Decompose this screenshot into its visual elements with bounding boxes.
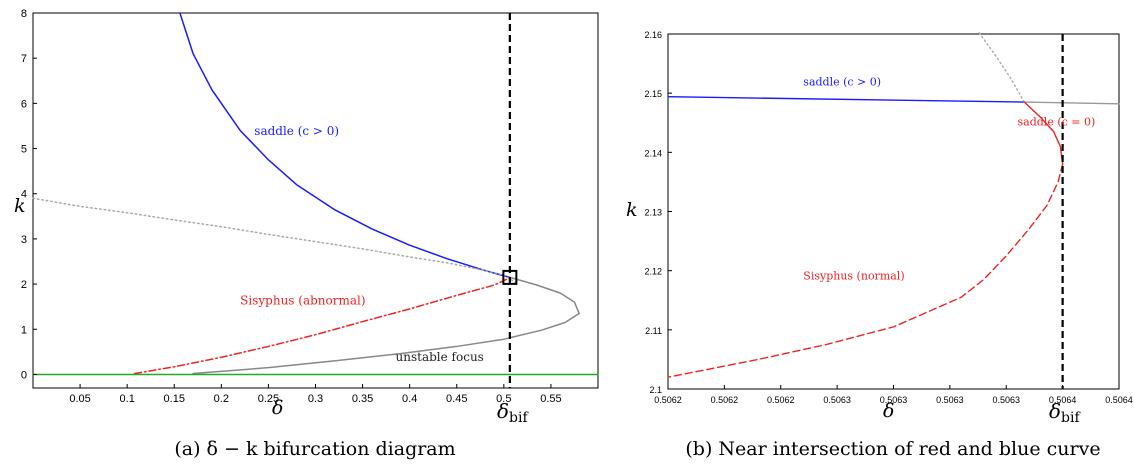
panel-a-ylabel: k — [14, 195, 26, 217]
x-tick-label: 0.5062 — [767, 395, 795, 405]
panel-b-plot-frame — [667, 33, 1120, 390]
panel-b-xlabel: δ — [883, 400, 894, 422]
panel-a-plot-frame — [32, 12, 599, 389]
panel-b-plot-area: saddle (c > 0) saddle (c = 0) Sisyphus (no… — [667, 32, 1120, 389]
y-tick-label: 4 — [21, 189, 27, 201]
panel-a-caption: (a) δ − k bifurcation diagram — [174, 438, 455, 460]
x-tick-label: 0.5062 — [711, 395, 739, 405]
y-tick-label: 2.12 — [644, 267, 662, 277]
y-tick-label: 0 — [21, 369, 27, 381]
y-tick-label: 2.1 — [649, 385, 662, 395]
y-tick-label: 2.14 — [644, 148, 662, 158]
panel-b-chart: saddle (c > 0) saddle (c = 0) Sisyphus (no… — [626, 30, 1133, 460]
x-tick-label: 0.45 — [446, 393, 467, 405]
y-tick-label: 1 — [21, 324, 27, 336]
y-tick-label: 2 — [21, 279, 27, 291]
series-focus-line — [192, 276, 580, 375]
x-tick-label: 0.5063 — [880, 395, 908, 405]
y-tick-label: 2.15 — [644, 89, 662, 99]
series-saddle-line — [179, 12, 511, 279]
x-tick-label: 0.5063 — [992, 395, 1020, 405]
x-tick-label: 0.5 — [496, 393, 511, 405]
panel-b-y-ticks: 2.1 2.11 2.12 2.13 2.14 2.15 2.16 — [644, 30, 672, 395]
panel-a-delta-bif-label: δbif — [497, 399, 529, 426]
panel-a-xlabel: δ — [272, 397, 283, 419]
series-dotted-line — [978, 32, 1025, 103]
panel-a-delta-bif-main: δ — [497, 399, 509, 423]
annotation-saddle0: saddle (c = 0) — [1018, 116, 1096, 129]
x-tick-label: 0.35 — [352, 393, 373, 405]
x-tick-label: 0.4 — [402, 393, 417, 405]
y-tick-label: 7 — [21, 53, 27, 65]
y-tick-label: 8 — [21, 8, 27, 20]
panel-b-delta-bif-sub: bif — [1061, 410, 1081, 426]
annotation-saddle: saddle (c > 0) — [254, 124, 339, 138]
series-sisyphus-line — [133, 277, 511, 375]
x-tick-label: 0.15 — [164, 393, 185, 405]
panel-a-delta-bif-sub: bif — [509, 410, 529, 426]
panel-a-chart: saddle (c > 0) Sisyphus (abnormal) unstabl… — [14, 8, 599, 460]
panel-a-plot-area: saddle (c > 0) Sisyphus (abnormal) unstabl… — [32, 12, 599, 388]
annotation-saddle: saddle (c > 0) — [803, 75, 881, 88]
y-tick-label: 2.11 — [645, 326, 662, 336]
x-tick-label: 0.2 — [214, 393, 229, 405]
x-tick-label: 0.05 — [69, 393, 90, 405]
series-saddle0-line — [1023, 101, 1064, 165]
y-tick-label: 6 — [21, 98, 27, 110]
x-tick-label: 0.1 — [120, 393, 135, 405]
x-tick-label: 0.25 — [258, 393, 279, 405]
intersection-square-marker — [502, 269, 518, 285]
panel-a-y-ticks: 0 1 2 3 4 5 6 7 8 — [21, 8, 37, 381]
series-grey-line — [1023, 101, 1120, 105]
x-tick-label: 0.5062 — [654, 395, 682, 405]
series-sisyphus-line — [667, 163, 1064, 378]
annotation-sisyphus: Sisyphus (abnormal) — [240, 293, 365, 307]
x-tick-label: 0.55 — [540, 393, 561, 405]
y-tick-label: 2.13 — [644, 208, 662, 218]
x-tick-label: 0.5063 — [936, 395, 964, 405]
panel-b-x-ticks: 0.5062 0.5062 0.5062 0.5063 0.5063 0.5063 0.50… — [654, 385, 1133, 405]
panel-b-ylabel: k — [626, 199, 638, 221]
x-tick-label: 0.5064 — [1105, 395, 1133, 405]
panel-b-caption: (b) Near intersection of red and blue cu… — [685, 438, 1100, 460]
annotation-sisyphus: Sisyphus (normal) — [803, 270, 904, 283]
panel-a-x-ticks: 0.05 0.1 0.15 0.2 0.25 0.3 0.35 0.4 0.45 0.5 0.55 — [69, 384, 562, 405]
y-tick-label: 2.16 — [644, 30, 662, 40]
panel-b-delta-bif-label: δbif — [1049, 399, 1081, 426]
series-dotted-line — [32, 197, 519, 285]
x-tick-label: 0.5064 — [1049, 395, 1077, 405]
y-tick-label: 3 — [21, 234, 27, 246]
series-saddle-line — [667, 96, 1025, 103]
x-tick-label: 0.3 — [308, 393, 323, 405]
x-tick-label: 0.5063 — [823, 395, 851, 405]
panel-b-delta-bif-main: δ — [1049, 399, 1061, 423]
y-tick-label: 5 — [21, 144, 27, 156]
annotation-focus: unstable focus — [396, 350, 484, 364]
